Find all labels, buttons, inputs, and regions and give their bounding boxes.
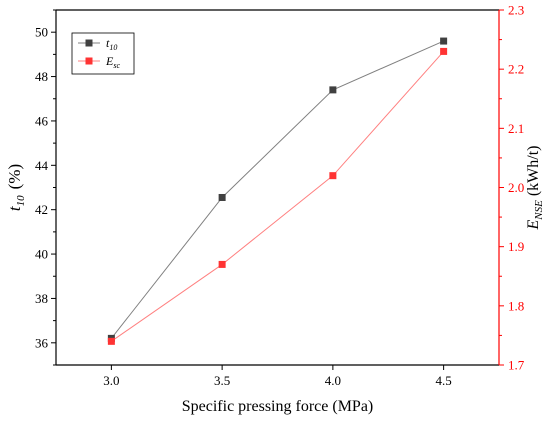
data-point-t10 (440, 37, 448, 45)
x-tick-label: 3.5 (214, 373, 230, 388)
data-point-esc (107, 337, 115, 345)
right-y-axis-title-sub: NSE (533, 200, 545, 221)
legend-label: Esc (105, 54, 120, 70)
left-y-tick-label: 50 (35, 25, 48, 40)
series-line-t10 (110, 40, 444, 339)
legend-box (71, 32, 135, 75)
x-axis-title: Specific pressing force (MPa) (182, 398, 374, 415)
data-point-t10 (218, 193, 226, 201)
left-y-tick-label: 48 (35, 69, 48, 84)
legend-label-main: t (106, 36, 110, 50)
x-tick-label: 4.0 (325, 373, 341, 388)
legend-marker (85, 39, 93, 47)
data-point-esc (329, 172, 337, 180)
left-y-tick-label: 42 (35, 202, 48, 217)
right-y-tick-label: 2.1 (508, 121, 524, 136)
legend-label-sub: sc (113, 61, 120, 70)
right-y-axis-title-unit: (kWh/t) (525, 146, 542, 197)
left-y-tick-label: 44 (35, 158, 49, 173)
legend-marker (85, 57, 93, 65)
axes-layer: 3.0 3.5 4.0 4.5 36 38 40 42 44 46 48 50 1.7 1.8 1.9 2.0… (35, 3, 525, 389)
right-y-axis-title-main: E (525, 220, 542, 231)
series-layer (107, 37, 448, 345)
right-y-tick-label: 1.8 (508, 298, 524, 313)
legend-label-main: E (105, 54, 114, 68)
left-y-tick-label: 38 (35, 291, 48, 306)
left-y-axis-title-main: t (5, 205, 24, 211)
data-point-t10 (329, 86, 337, 94)
x-tick-label: 4.5 (436, 373, 452, 388)
legend-label: t10 (106, 36, 117, 52)
data-point-esc (218, 260, 226, 268)
right-y-tick-label: 2.3 (508, 3, 524, 18)
right-y-tick-label: 1.7 (508, 358, 525, 373)
right-y-tick-label: 2.2 (508, 62, 524, 77)
right-y-tick-label: 2.0 (508, 180, 524, 195)
left-y-tick-label: 46 (35, 113, 49, 128)
series-line-esc (111, 51, 444, 342)
right-y-axis-title: ENSE (kWh/t) (525, 146, 545, 231)
left-y-axis-title-unit: (%) (5, 164, 24, 189)
right-y-tick-label: 1.9 (508, 239, 524, 254)
legend-layer: t10 Esc (71, 32, 135, 75)
left-y-axis-title-sub: 10 (15, 195, 27, 207)
legend-label-sub: 10 (109, 43, 117, 52)
left-y-tick-label: 40 (35, 247, 48, 262)
x-tick-label: 3.0 (103, 373, 119, 388)
left-y-axis-title: t10 (%) (5, 164, 27, 211)
data-point-esc (440, 47, 448, 55)
left-y-tick-label: 36 (35, 335, 49, 350)
labels-layer: Specific pressing force (MPa) t10 (%) ENSE (… (5, 146, 545, 416)
